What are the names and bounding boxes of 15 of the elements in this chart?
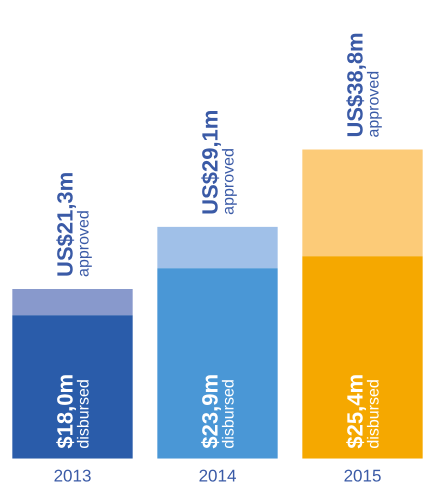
data-label: $23,9m disbursed — [198, 374, 238, 449]
total-label: US$29,1m approved — [198, 110, 238, 215]
bar — [12, 315, 133, 459]
x-tick-label: 2014 — [198, 466, 236, 486]
x-tick-label: 2015 — [344, 466, 382, 486]
data-label: $18,0m disbursed — [52, 374, 92, 449]
bar — [157, 268, 278, 459]
total-label: US$21,3m approved — [52, 172, 92, 277]
bar — [157, 226, 278, 268]
total-label: US$38,8m approved — [342, 32, 382, 138]
bar — [302, 256, 423, 459]
bar — [302, 150, 423, 256]
bar — [12, 288, 133, 316]
data-label: $25,4m disbursed — [342, 374, 382, 449]
x-tick-label: 2013 — [54, 466, 92, 486]
